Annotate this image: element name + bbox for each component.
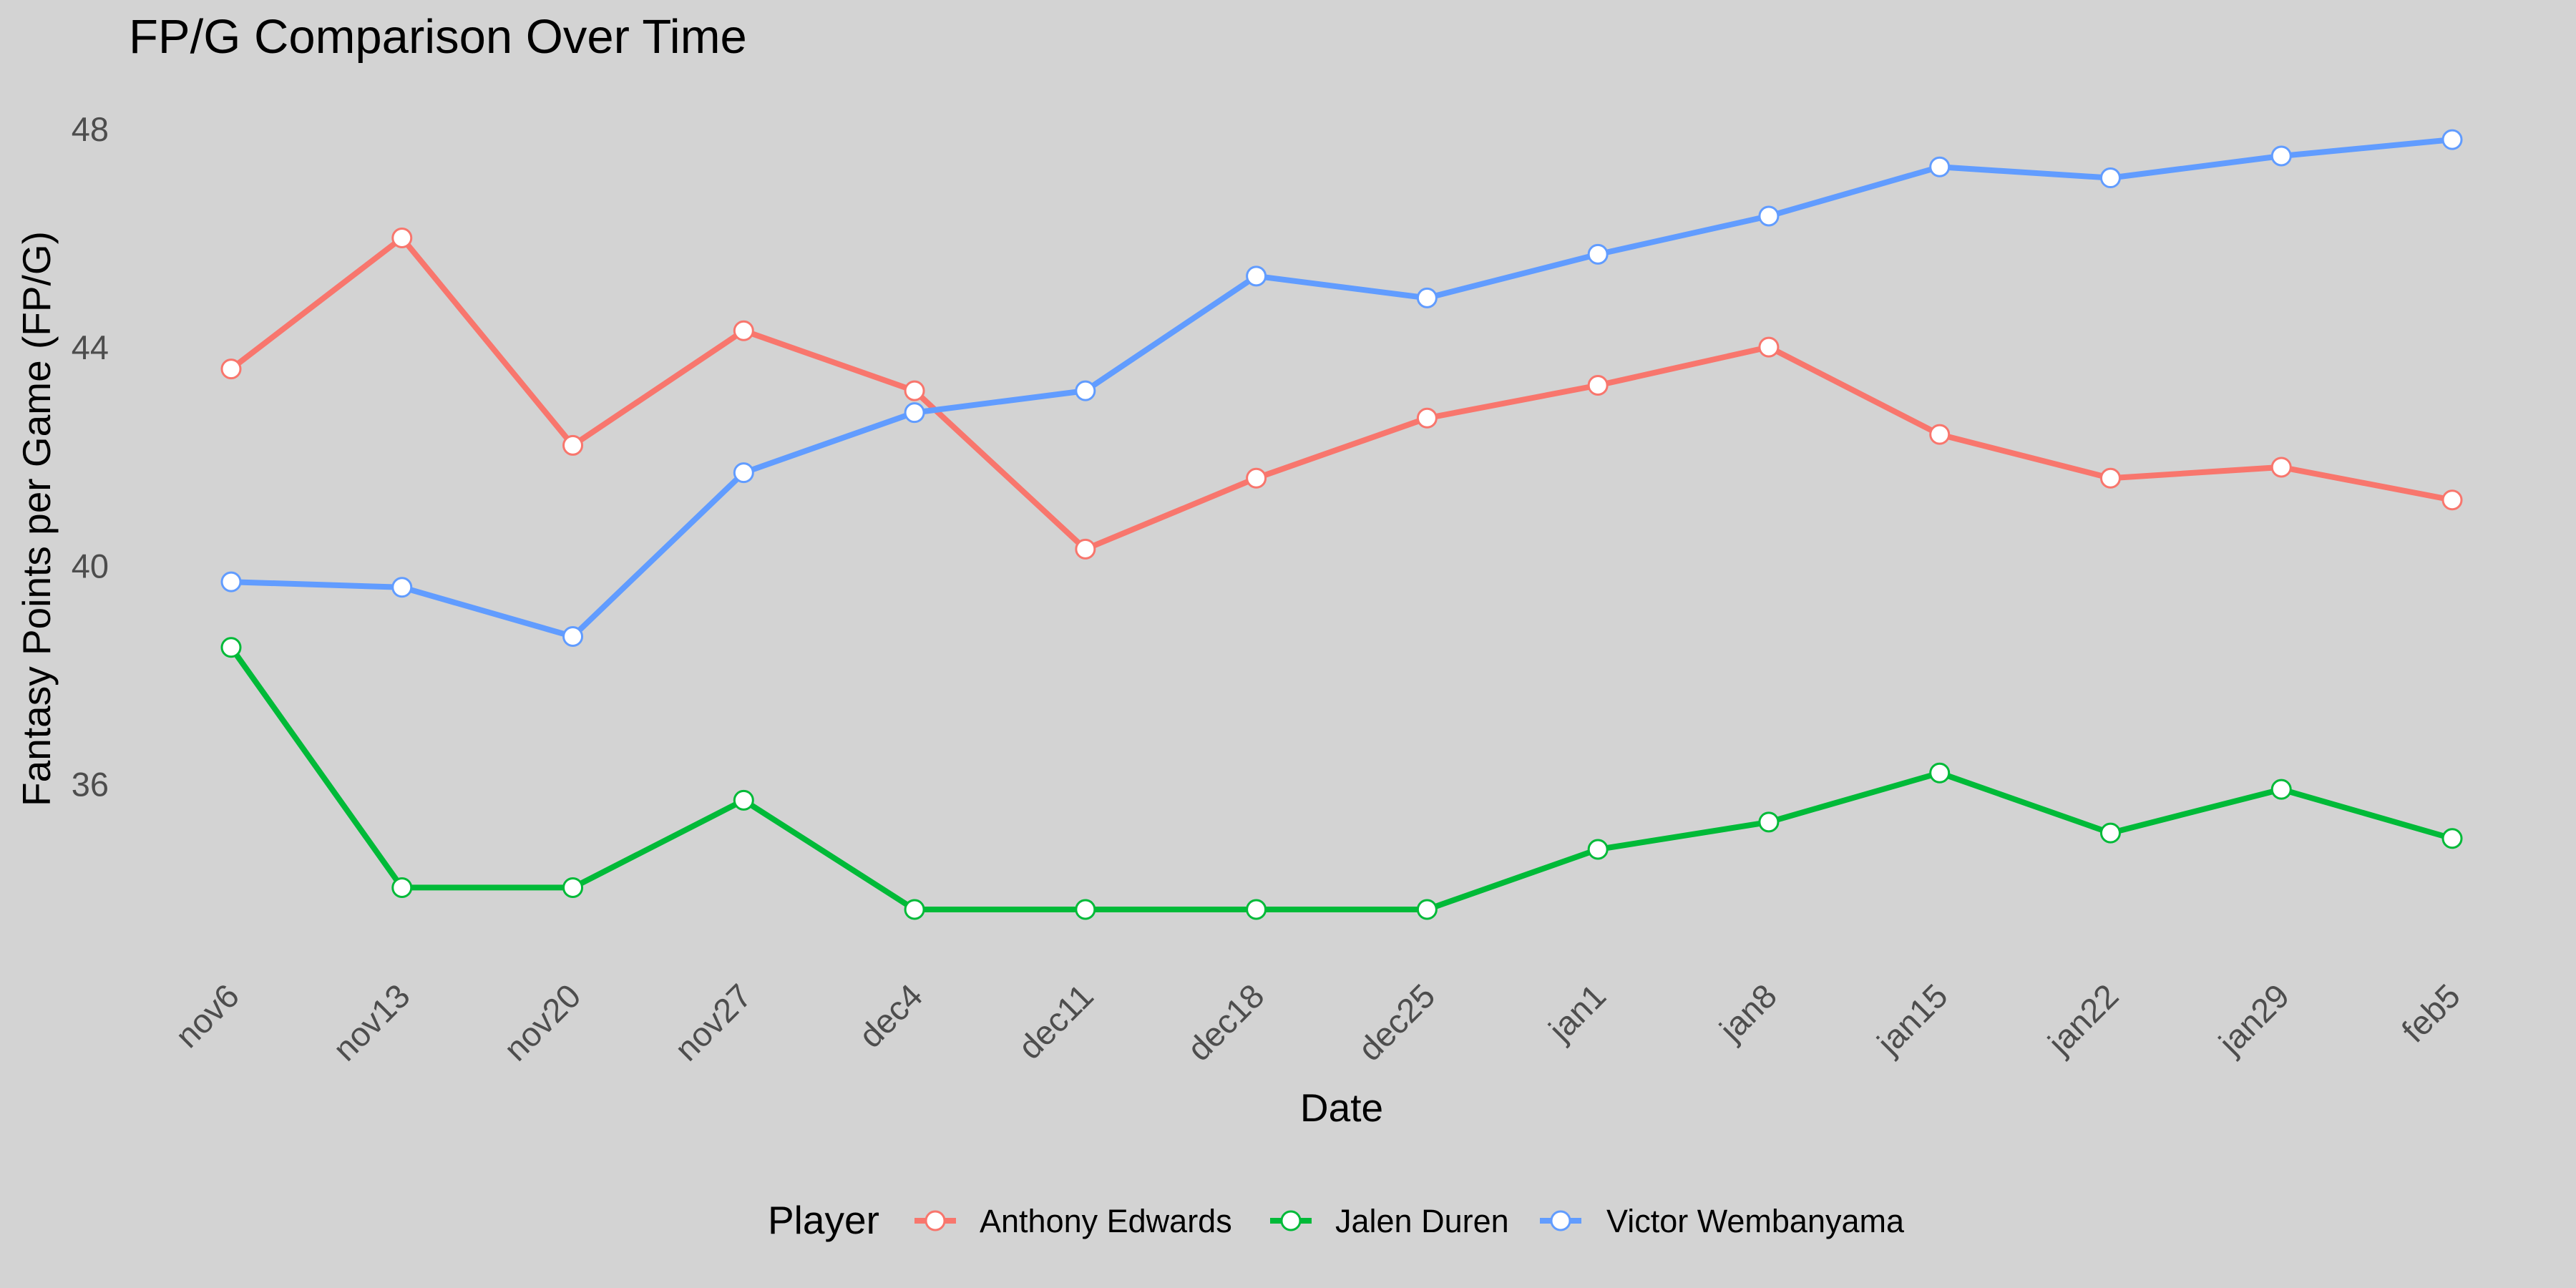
y-axis-title: Fantasy Points per Game (FP/G): [14, 231, 59, 806]
data-point: [1246, 899, 1267, 920]
data-point: [733, 320, 754, 341]
data-point: [2099, 467, 2121, 489]
data-point: [733, 462, 754, 484]
data-point: [1075, 899, 1096, 920]
data-point: [904, 899, 925, 920]
y-tick-label: 48: [72, 110, 109, 148]
data-point: [1587, 839, 1609, 860]
data-point: [1416, 287, 1438, 308]
data-point: [733, 789, 754, 811]
legend-key-point: [924, 1210, 946, 1231]
legend-key: [1540, 1210, 1581, 1231]
data-point: [220, 637, 242, 658]
data-point: [562, 625, 584, 647]
data-point: [220, 571, 242, 592]
legend-label: Anthony Edwards: [980, 1203, 1232, 1239]
data-point: [1758, 811, 1780, 833]
series-group: [220, 129, 2463, 647]
legend-title: Player: [768, 1198, 879, 1242]
legend-key-point: [1280, 1210, 1302, 1231]
data-point: [2441, 129, 2463, 150]
data-point: [1587, 243, 1609, 265]
y-tick-label: 36: [72, 765, 109, 803]
data-point: [1416, 407, 1438, 429]
series-line: [229, 235, 2453, 552]
data-point: [562, 434, 584, 456]
series-group: [220, 637, 2463, 920]
data-point: [391, 577, 413, 598]
data-point: [2441, 828, 2463, 849]
data-point: [2099, 167, 2121, 189]
data-point: [391, 227, 413, 248]
data-point: [2441, 489, 2463, 511]
data-point: [562, 877, 584, 898]
data-point: [1929, 156, 1951, 177]
y-axis-ticks: 36 40 44 48: [72, 110, 109, 804]
data-point: [2270, 779, 2292, 800]
data-point: [391, 877, 413, 898]
series-line: [228, 645, 2454, 912]
data-point: [1075, 538, 1096, 560]
data-point: [1246, 467, 1267, 489]
series-layer: [220, 129, 2463, 920]
data-point: [2099, 822, 2121, 844]
legend: Player Anthony Edwards Jalen Duren Victor …: [768, 1198, 1905, 1242]
data-point: [1587, 374, 1609, 396]
legend-label: Jalen Duren: [1335, 1203, 1509, 1239]
data-point: [1416, 899, 1438, 920]
x-axis-title: Date: [1300, 1085, 1383, 1130]
legend-label: Victor Wembanyama: [1606, 1203, 1905, 1239]
legend-key: [914, 1210, 956, 1231]
series-group: [220, 227, 2463, 560]
data-point: [1929, 762, 1951, 784]
y-tick-label: 40: [72, 547, 109, 585]
data-point: [220, 358, 242, 380]
data-point: [1075, 380, 1096, 401]
data-point: [2270, 457, 2292, 478]
y-tick-label: 44: [72, 328, 109, 366]
chart-title: FP/G Comparison Over Time: [129, 10, 747, 64]
data-point: [904, 380, 925, 401]
data-point: [904, 402, 925, 424]
data-point: [2270, 145, 2292, 167]
legend-key: [1270, 1210, 1312, 1231]
data-point: [1929, 424, 1951, 445]
series-line: [230, 137, 2453, 640]
data-point: [1758, 336, 1780, 358]
legend-key-point: [1550, 1210, 1571, 1231]
data-point: [1246, 265, 1267, 287]
data-point: [1758, 205, 1780, 227]
